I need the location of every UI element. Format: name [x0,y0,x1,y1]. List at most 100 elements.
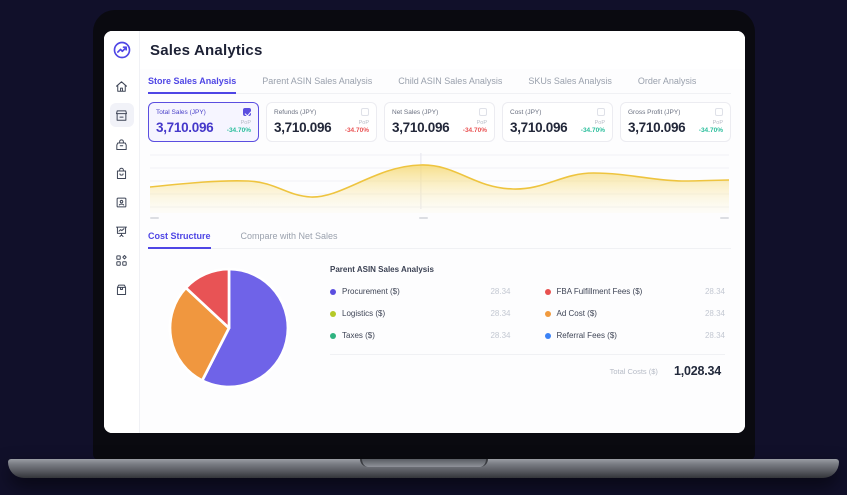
metric-label: Net Sales (JPY) [392,108,439,116]
legend-item-logistics: Logistics ($) 28.34 [330,309,511,318]
area-chart-canvas [150,153,729,213]
legend-label: FBA Fulfillment Fees ($) [556,287,643,296]
legend-value: 28.34 [704,331,725,340]
metric-label: Refunds (JPY) [274,108,317,116]
tab-cost-structure[interactable]: Cost Structure [148,231,211,249]
sales-trend-area-chart[interactable] [150,149,729,213]
pop-label: PoP [358,120,369,126]
page-title: Sales Analytics [150,42,263,59]
cost-legend-panel: Parent ASIN Sales Analysis Procurement (… [330,261,725,395]
shopping-bag-icon [116,167,127,179]
metric-checkbox[interactable] [715,108,723,116]
legend-label: Procurement ($) [342,287,400,296]
area-line [150,164,729,198]
legend-value: 28.34 [704,309,725,318]
area-fill [150,164,729,213]
sidebar-item-id-card[interactable] [110,190,134,214]
tab-compare-with-net-sales[interactable]: Compare with Net Sales [240,231,338,241]
metric-value: 3,710.096 [156,120,214,135]
legend-label: Referral Fees ($) [556,331,617,340]
legend-label: Ad Cost ($) [556,309,597,318]
legend-grid: Procurement ($) 28.34 Logistics ($) 28.3… [330,287,725,340]
sidebar-item-storefront[interactable] [109,103,134,127]
metric-value: 3,710.096 [274,120,332,135]
legend-dot [330,332,336,339]
tab-child-asin-analysis[interactable]: Child ASIN Sales Analysis [398,76,503,86]
legend-item-taxes: Taxes ($) 28.34 [330,331,511,340]
legend-value: 28.34 [490,331,511,340]
legend-dot [544,310,551,317]
cost-structure-pie-chart[interactable] [162,261,296,395]
x-axis-ticks [150,214,729,222]
metric-card-refunds[interactable]: Refunds (JPY) 3,710.096 PoP -34.70% [266,102,377,142]
home-icon [116,80,127,92]
sidebar-item-apps[interactable] [110,248,134,272]
sidebar-item-home[interactable] [110,74,134,98]
page-header: Sales Analytics [140,31,745,69]
legend-value: 28.34 [490,309,511,318]
legend-item-referral-fees: Referral Fees ($) 28.34 [544,331,725,340]
sidebar-item-package[interactable] [110,277,134,301]
pouch-icon [116,138,127,150]
metric-card-total-sales[interactable]: Total Sales (JPY) 3,710.096 PoP -34.70% [148,102,259,142]
legend-label: Logistics ($) [342,309,386,318]
sidebar-item-pouch[interactable] [110,132,134,156]
trend-arrow-logo-icon [113,41,130,59]
pop-label: PoP [240,120,251,126]
metric-card-net-sales[interactable]: Net Sales (JPY) 3,710.096 PoP -34.70% [384,102,495,142]
metric-checkbox[interactable] [361,108,369,116]
legend-value: 28.34 [704,287,725,296]
id-card-icon [116,197,127,207]
sidebar-item-shopping-bag[interactable] [110,161,134,185]
pop-value: -34.70% [344,126,369,134]
pie-slice-orange[interactable] [168,286,231,382]
metric-value: 3,710.096 [628,120,686,135]
laptop-base [8,459,839,478]
main-area: Sales Analytics Store Sales Analysis Par… [140,31,745,433]
pop-label: PoP [594,120,605,126]
tab-store-sales-analysis[interactable]: Store Sales Analysis [148,76,237,94]
metric-label: Gross Profit (JPY) [628,108,681,116]
pop-label: PoP [476,120,487,126]
metric-value: 3,710.096 [510,120,568,135]
pop-value: -34.70% [226,126,251,134]
metric-card-row: Total Sales (JPY) 3,710.096 PoP -34.70% [148,102,731,142]
legend-title: Parent ASIN Sales Analysis [330,265,434,274]
legend-dot [330,288,336,295]
main-tab-bar: Store Sales Analysis Parent ASIN Sales A… [148,71,731,94]
sidebar-item-presentation[interactable] [110,219,134,243]
total-costs-row: Total Costs ($) 1,028.34 [330,354,725,378]
cost-tab-bar: Cost Structure Compare with Net Sales [148,226,731,249]
metric-card-gross-profit[interactable]: Gross Profit (JPY) 3,710.096 PoP -34.70% [620,102,731,142]
content-area: Store Sales Analysis Parent ASIN Sales A… [140,69,745,433]
pop-label: PoP [712,120,723,126]
legend-value: 28.34 [490,287,511,296]
metric-checkbox[interactable] [243,108,251,116]
axis-tick [720,217,729,219]
pie-slice-red[interactable] [184,267,231,330]
app-window: Sales Analytics Store Sales Analysis Par… [104,31,745,433]
laptop-notch [359,459,488,467]
total-costs-value: 1,028.34 [673,364,721,378]
apps-grid-icon [116,254,127,266]
metric-label: Cost (JPY) [510,108,542,116]
tab-parent-asin-analysis[interactable]: Parent ASIN Sales Analysis [262,76,373,86]
cost-structure-section: Parent ASIN Sales Analysis Procurement (… [148,249,731,395]
metric-value: 3,710.096 [392,120,450,135]
tab-skus-sales-analysis[interactable]: SKUs Sales Analysis [528,76,612,86]
legend-dot [544,332,551,339]
metric-checkbox[interactable] [597,108,605,116]
pop-value: -34.70% [462,126,487,134]
axis-tick [150,217,159,219]
metric-checkbox[interactable] [479,108,487,116]
sidebar [104,31,140,433]
tab-order-analysis[interactable]: Order Analysis [637,76,697,86]
legend-item-procurement: Procurement ($) 28.34 [330,287,511,296]
pop-value: -34.70% [580,126,605,134]
presentation-chart-icon [116,226,127,237]
pop-value: -34.70% [698,126,723,134]
storefront-icon [116,109,127,121]
total-costs-label: Total Costs ($) [609,366,658,376]
metric-card-cost[interactable]: Cost (JPY) 3,710.096 PoP -34.70% [502,102,613,142]
pie-slice-purple[interactable] [200,267,290,389]
